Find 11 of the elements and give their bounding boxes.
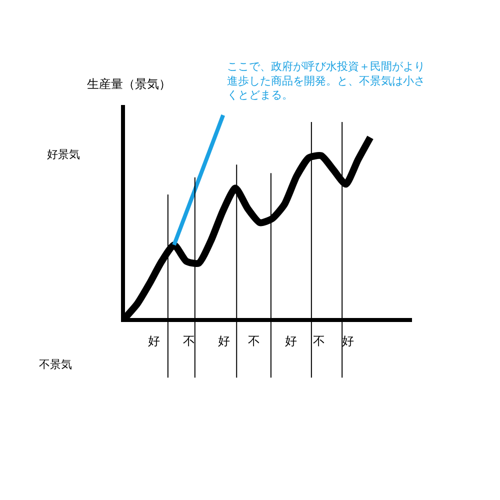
text: 好 (342, 334, 354, 348)
text: 好 (285, 334, 297, 348)
text: 不 (248, 334, 260, 348)
text: 不 (183, 334, 195, 348)
text: 好 (218, 334, 230, 348)
text: ここで、政府が呼び水投資＋民間がより進歩した商品を開発。と、不景気は小さくとどまる。 (227, 60, 425, 102)
text: 好景気 (47, 148, 80, 161)
text: 不 (313, 334, 325, 348)
y-axis-title: 生産量（景気） (87, 77, 171, 91)
text: 不景気 (39, 358, 72, 371)
text: 好 (148, 334, 160, 348)
